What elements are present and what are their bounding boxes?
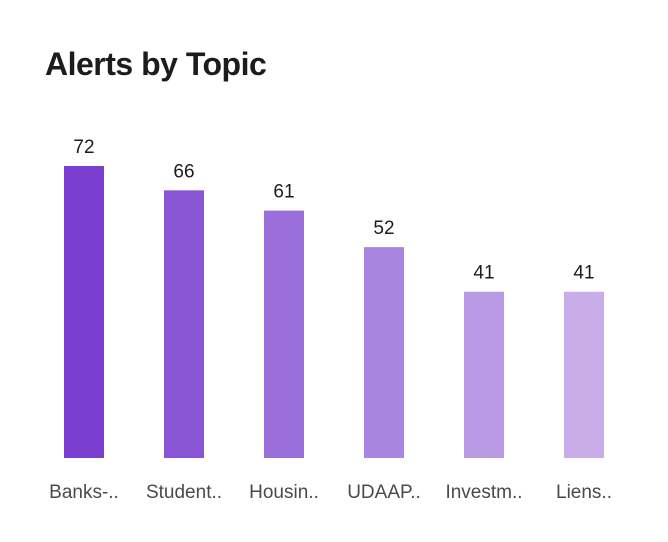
category-label-6: Liens.. — [556, 482, 612, 503]
data-label-3: 61 — [273, 182, 294, 203]
data-label-6: 41 — [573, 263, 594, 284]
bar-3[interactable] — [264, 210, 304, 458]
bar-6[interactable] — [564, 291, 604, 458]
data-label-4: 52 — [373, 218, 394, 239]
chart-title: Alerts by Topic — [45, 46, 267, 82]
category-label-3: Housin.. — [249, 482, 319, 503]
data-label-1: 72 — [73, 137, 94, 158]
category-label-4: UDAAP.. — [347, 482, 421, 503]
data-label-5: 41 — [473, 263, 494, 284]
bar-1[interactable] — [64, 166, 104, 458]
bar-5[interactable] — [464, 291, 504, 458]
data-label-2: 66 — [173, 161, 194, 182]
category-label-5: Investm.. — [445, 482, 522, 503]
bar-4[interactable] — [364, 247, 404, 458]
category-label-1: Banks-.. — [49, 482, 119, 503]
bar-2[interactable] — [164, 190, 204, 459]
category-label-2: Student.. — [146, 482, 222, 503]
